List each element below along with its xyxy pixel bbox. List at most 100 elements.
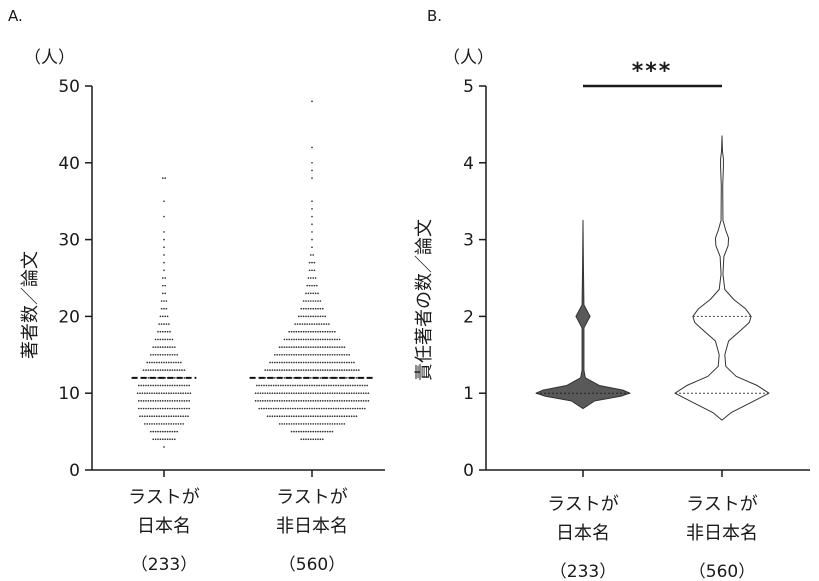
panel-a-data-point [285,415,288,418]
panel-a-data-point [324,400,327,402]
panel-a-category-1-n: （233） [131,555,197,575]
panel-a-data-point [272,407,275,410]
panel-a-data-point [312,369,315,372]
panel-a-data-point [139,392,141,395]
panel-a-data-point [302,338,305,341]
panel-a-data-point [332,407,335,410]
panel-a-data-point [302,346,305,348]
panel-a-data-point [305,330,307,333]
panel-a-data-point [313,284,316,287]
panel-a-data-point [183,400,186,402]
panel-a-data-point [295,400,298,402]
panel-a-data-point [311,407,313,410]
panel-a-data-point [314,400,317,402]
panel-a-data-point [329,338,331,341]
panel-a-data-point [255,384,258,387]
panel-a-data-point [164,376,167,379]
panel-a-data-point [254,400,257,402]
panel-a-data-point [183,407,186,410]
panel-a-data-point [295,338,298,341]
panel-a-data-point [166,384,169,387]
panel-a-data-point [319,361,322,364]
panel-a-data-point [317,430,319,433]
panel-a-category-2-n: （560） [279,555,345,575]
panel-a-data-point [179,423,182,425]
panel-a-data-point [311,246,313,249]
panel-a-data-point [272,384,275,387]
panel-a-data-point [355,415,358,418]
panel-a-data-point [173,346,176,348]
panel-a-data-point [270,384,273,387]
panel-a-data-point [296,407,299,410]
panel-a-data-point [175,361,177,364]
panel-a-data-point [283,400,286,402]
panel-a-data-point [331,361,334,364]
panel-a-data-point [266,392,269,395]
panel-a-data-point [333,361,336,364]
panel-a-data-point [165,415,168,418]
panel-a-data-point [290,338,293,341]
panel-a-data-point [283,346,286,348]
panel-a-data-point [164,315,167,318]
panel-a-y-tick-label: 50 [58,77,80,97]
panel-a-data-point [179,415,182,418]
panel-a-data-point [295,369,298,372]
panel-a-data-point [288,400,291,402]
panel-a-data-point [172,361,175,364]
panel-a-data-point [167,423,170,425]
panel-a-data-point [297,361,300,364]
panel-a-category-1-line1: ラストが [128,487,200,508]
panel-a-data-point [267,384,270,387]
panel-a-data-point [350,392,353,395]
panel-a-data-point [169,346,171,348]
panel-a-data-point [301,407,304,410]
panel-a-data-point [317,330,319,333]
panel-a-data-point [312,338,315,341]
panel-a-data-point [288,346,291,348]
panel-a-data-point [324,392,327,395]
panel-a-data-point [326,330,329,333]
panel-a-data-point [329,346,331,348]
panel-a-data-point [289,407,292,410]
panel-a-data-point [307,307,310,310]
panel-a-data-point [338,423,341,425]
panel-a-data-point [300,423,303,425]
panel-a-data-point [353,400,355,402]
panel-a-data-point [314,369,317,372]
panel-a-data-point [273,415,276,418]
panel-a-data-point [188,384,191,387]
panel-a-data-point [166,353,169,356]
panel-a-data-point [314,392,317,395]
panel-a-data-point [314,330,317,333]
panel-a-data-point [271,361,274,364]
panel-a-data-point [307,346,310,348]
panel-a-data-point [317,338,319,341]
panel-a-data-point [305,369,307,372]
panel-a-data-point [311,323,313,325]
panel-a-data-point [347,407,349,410]
panel-a-data-point [161,284,164,287]
panel-a-data-point [154,353,157,356]
panel-a-category-2-line1: ラストが [276,487,348,508]
panel-a-dot-clouds [136,100,370,448]
panel-a-y-ticks: 0 10 20 30 40 50 [58,77,92,481]
panel-a-data-point [356,407,359,410]
panel-a-data-point [313,269,316,272]
panel-a-data-point [170,423,173,425]
panel-a-data-point [163,323,165,325]
panel-a-data-point [305,315,307,318]
panel-a-data-point [287,384,289,387]
panel-a-data-point [312,292,315,295]
panel-a-data-point [321,415,324,418]
panel-a-data-point [341,415,343,418]
panel-a-data-point [161,315,164,318]
panel-a-data-point [293,361,295,364]
panel-a-data-point [295,353,298,356]
panel-a-data-point [299,407,301,410]
panel-a-data-point [172,415,175,418]
panel-a-y-tick-label: 10 [58,384,80,404]
panel-a-data-point [314,361,317,364]
panel-a-data-point [159,369,162,372]
panel-a-data-point [338,369,341,372]
